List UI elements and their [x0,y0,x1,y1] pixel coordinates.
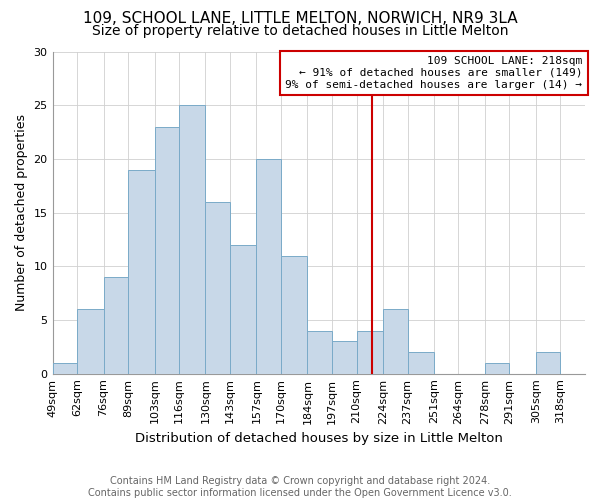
Bar [155,126,179,374]
Bar [179,105,205,374]
Bar [53,363,77,374]
Bar [536,352,560,374]
Bar [256,159,281,374]
Bar [307,330,332,374]
Bar [77,309,104,374]
Text: 109 SCHOOL LANE: 218sqm
← 91% of detached houses are smaller (149)
9% of semi-de: 109 SCHOOL LANE: 218sqm ← 91% of detache… [286,56,583,90]
Bar [383,309,407,374]
Bar [356,330,383,374]
Text: 109, SCHOOL LANE, LITTLE MELTON, NORWICH, NR9 3LA: 109, SCHOOL LANE, LITTLE MELTON, NORWICH… [83,11,517,26]
Bar [205,202,230,374]
Bar [332,342,356,374]
Bar [485,363,509,374]
X-axis label: Distribution of detached houses by size in Little Melton: Distribution of detached houses by size … [135,432,503,445]
Text: Contains HM Land Registry data © Crown copyright and database right 2024.
Contai: Contains HM Land Registry data © Crown c… [88,476,512,498]
Bar [104,277,128,374]
Bar [230,245,256,374]
Text: Size of property relative to detached houses in Little Melton: Size of property relative to detached ho… [92,24,508,38]
Y-axis label: Number of detached properties: Number of detached properties [15,114,28,311]
Bar [281,256,307,374]
Bar [128,170,155,374]
Bar [407,352,434,374]
